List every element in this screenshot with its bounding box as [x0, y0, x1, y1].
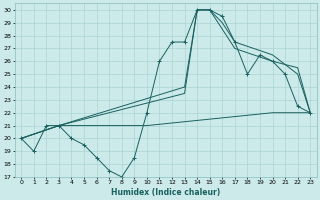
- X-axis label: Humidex (Indice chaleur): Humidex (Indice chaleur): [111, 188, 220, 197]
